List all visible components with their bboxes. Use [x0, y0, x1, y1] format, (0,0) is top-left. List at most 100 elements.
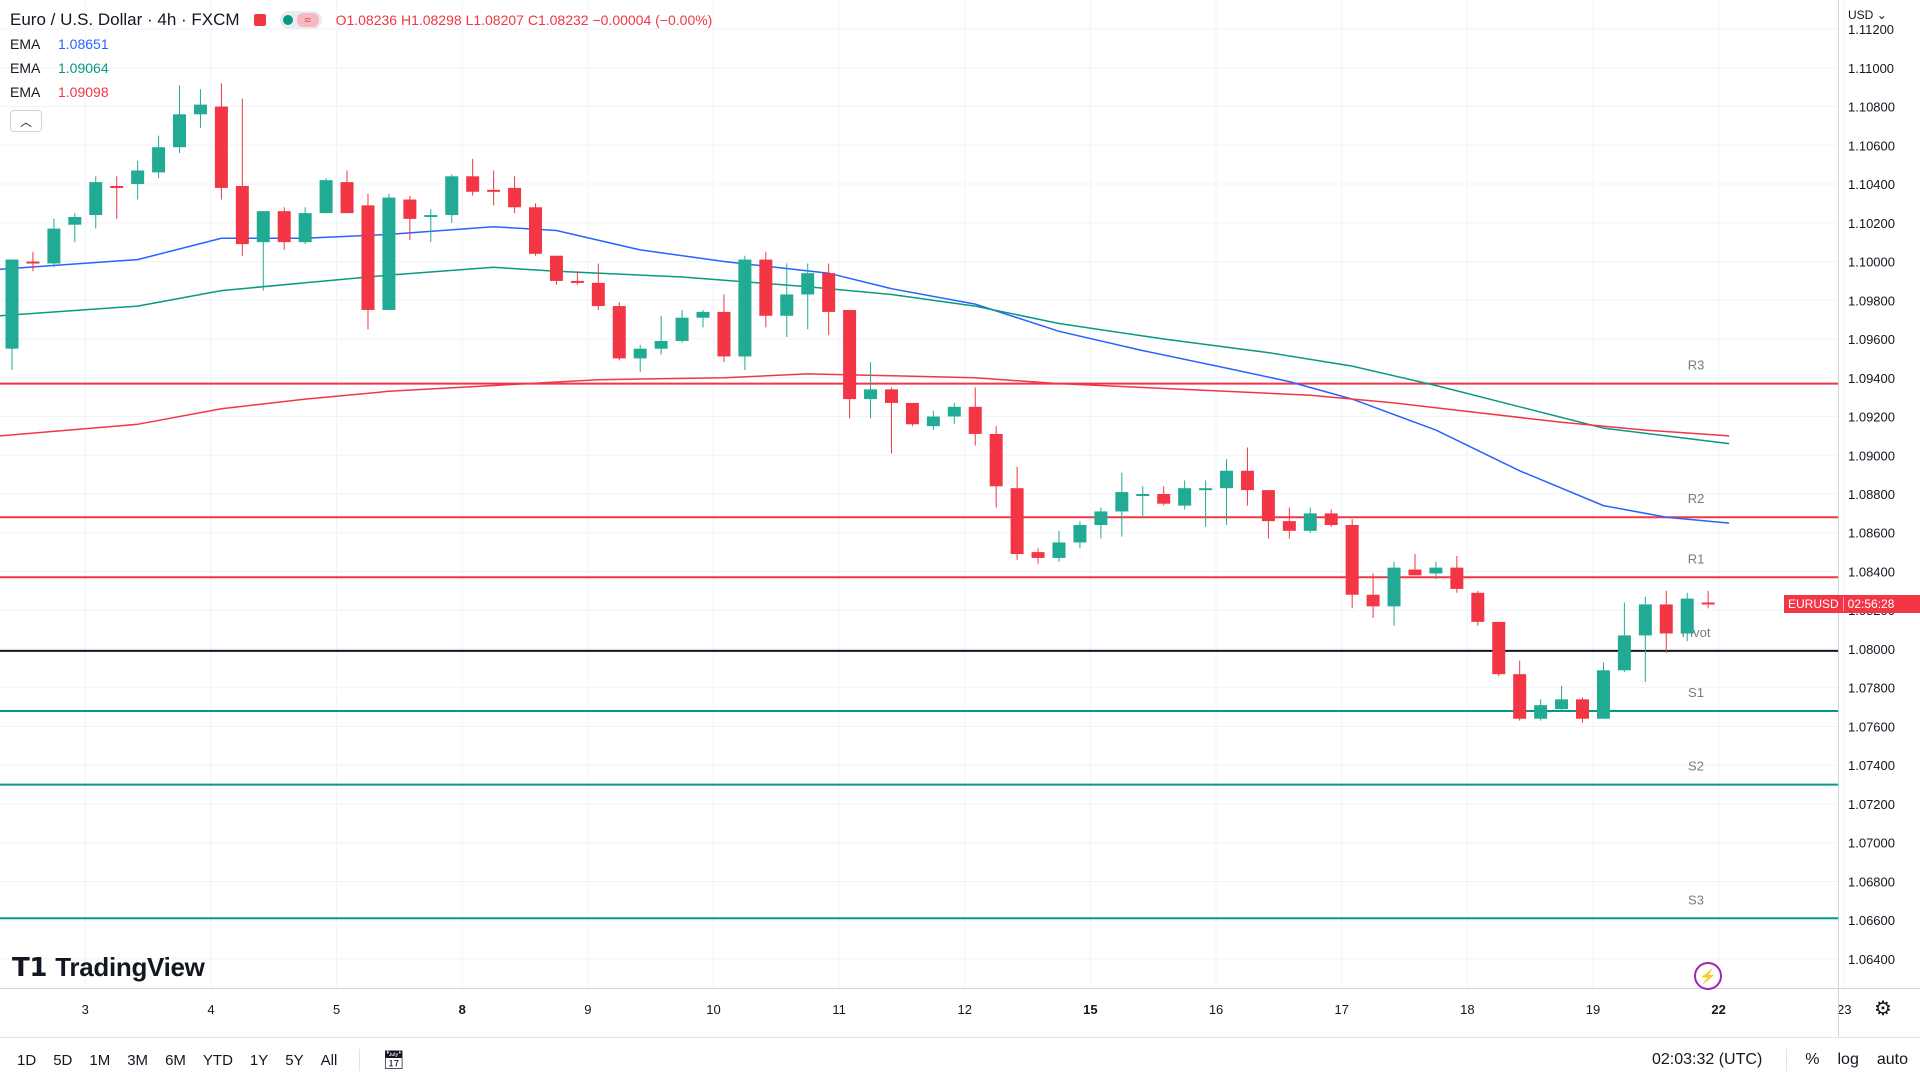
- candle[interactable]: [612, 302, 626, 361]
- timeframe-3m[interactable]: 3M: [127, 1051, 149, 1069]
- candle[interactable]: [759, 251, 773, 328]
- timeframe-ytd[interactable]: YTD: [202, 1051, 233, 1069]
- candle[interactable]: [466, 158, 480, 196]
- timeframe-5y[interactable]: 5Y: [285, 1051, 304, 1069]
- candle[interactable]: [1659, 590, 1673, 653]
- candle[interactable]: [843, 309, 857, 419]
- candle[interactable]: [675, 309, 689, 343]
- timeframe-6m[interactable]: 6M: [165, 1051, 186, 1069]
- candle[interactable]: [319, 178, 333, 214]
- candle[interactable]: [947, 402, 961, 425]
- candle[interactable]: [1157, 486, 1171, 506]
- timeframe-all[interactable]: All: [320, 1051, 338, 1069]
- candle[interactable]: [1429, 561, 1443, 580]
- timeframe-5d[interactable]: 5D: [53, 1051, 73, 1069]
- lightning-icon[interactable]: ⚡: [1694, 962, 1722, 990]
- candle[interactable]: [235, 98, 249, 256]
- candle[interactable]: [173, 85, 187, 154]
- candle[interactable]: [1576, 697, 1589, 723]
- candle[interactable]: [1471, 590, 1485, 626]
- candle[interactable]: [277, 207, 291, 250]
- candle[interactable]: [529, 203, 542, 256]
- candle[interactable]: [1534, 699, 1548, 721]
- candle[interactable]: [1408, 554, 1422, 576]
- candle[interactable]: [1115, 472, 1129, 537]
- candle[interactable]: [654, 315, 668, 355]
- candle[interactable]: [717, 294, 731, 363]
- ema-row-1[interactable]: EMA 1.08651: [10, 32, 712, 56]
- candle[interactable]: [1178, 480, 1192, 510]
- candle[interactable]: [382, 193, 396, 310]
- candle[interactable]: [1596, 662, 1610, 719]
- candle[interactable]: [152, 135, 166, 179]
- candle[interactable]: [989, 426, 1003, 508]
- candle[interactable]: [780, 263, 794, 338]
- candle[interactable]: [26, 251, 40, 272]
- candle[interactable]: [1617, 602, 1631, 673]
- candle[interactable]: [47, 218, 61, 268]
- candle[interactable]: [696, 309, 710, 328]
- utc-clock[interactable]: 02:03:32 (UTC): [1652, 1051, 1763, 1068]
- candle[interactable]: [1555, 685, 1569, 711]
- candle[interactable]: [487, 170, 501, 206]
- candle[interactable]: [5, 259, 19, 371]
- candle[interactable]: [1052, 530, 1066, 562]
- candle[interactable]: [1240, 447, 1254, 506]
- candle[interactable]: [256, 211, 270, 291]
- candle[interactable]: [445, 174, 459, 223]
- candle[interactable]: [1261, 490, 1275, 539]
- candle[interactable]: [424, 209, 438, 243]
- candle[interactable]: [298, 207, 312, 245]
- candle[interactable]: [905, 402, 919, 427]
- candle[interactable]: [1450, 555, 1464, 593]
- market-status-icon[interactable]: [253, 14, 266, 26]
- candle[interactable]: [633, 344, 647, 372]
- candle[interactable]: [193, 89, 207, 128]
- candle[interactable]: [1680, 592, 1694, 642]
- candle[interactable]: [1387, 561, 1401, 626]
- candle[interactable]: [110, 176, 124, 219]
- candle[interactable]: [508, 176, 522, 214]
- candle[interactable]: [1701, 590, 1715, 609]
- tradingview-logo[interactable]: 𝗧𝟭 TradingView: [12, 952, 205, 983]
- candle[interactable]: [1366, 573, 1380, 618]
- candle[interactable]: [549, 255, 563, 285]
- candle[interactable]: [1638, 596, 1652, 682]
- candle[interactable]: [801, 263, 815, 330]
- candle[interactable]: [1513, 660, 1527, 721]
- candle[interactable]: [89, 176, 103, 229]
- timeframe-1d[interactable]: 1D: [17, 1051, 37, 1069]
- candle[interactable]: [1324, 509, 1338, 527]
- candle[interactable]: [1220, 459, 1234, 525]
- candle[interactable]: [864, 362, 878, 419]
- candle[interactable]: [570, 271, 584, 285]
- candle[interactable]: [361, 193, 375, 330]
- timeframe-1y[interactable]: 1Y: [249, 1051, 269, 1069]
- auto-scale-toggle[interactable]: auto: [1876, 1051, 1908, 1068]
- candle[interactable]: [1345, 519, 1359, 609]
- candle[interactable]: [926, 410, 940, 431]
- candle[interactable]: [214, 83, 228, 200]
- collapse-legend-button[interactable]: ︿: [10, 110, 42, 132]
- calendar-range-icon[interactable]: 📅︎: [382, 1049, 406, 1070]
- candle[interactable]: [131, 160, 145, 200]
- symbol-title[interactable]: Euro / U.S. Dollar · 4h · FXCM: [10, 10, 240, 29]
- candle[interactable]: [738, 255, 752, 371]
- currency-selector[interactable]: USD ⌄: [1848, 8, 1887, 22]
- candle[interactable]: [968, 387, 982, 446]
- ema-row-3[interactable]: EMA 1.09098: [10, 80, 712, 104]
- timeframe-1m[interactable]: 1M: [89, 1051, 111, 1069]
- candle[interactable]: [1031, 548, 1045, 564]
- candle[interactable]: [884, 387, 898, 454]
- candle[interactable]: [591, 263, 605, 310]
- candle[interactable]: [1010, 466, 1024, 560]
- candle[interactable]: [340, 170, 354, 214]
- percent-scale-toggle[interactable]: %: [1805, 1051, 1820, 1068]
- candle[interactable]: [68, 213, 82, 243]
- candle[interactable]: [1492, 621, 1506, 677]
- log-scale-toggle[interactable]: log: [1837, 1051, 1859, 1068]
- candle[interactable]: [822, 263, 836, 336]
- candle[interactable]: [403, 195, 417, 241]
- candle[interactable]: [1073, 521, 1087, 549]
